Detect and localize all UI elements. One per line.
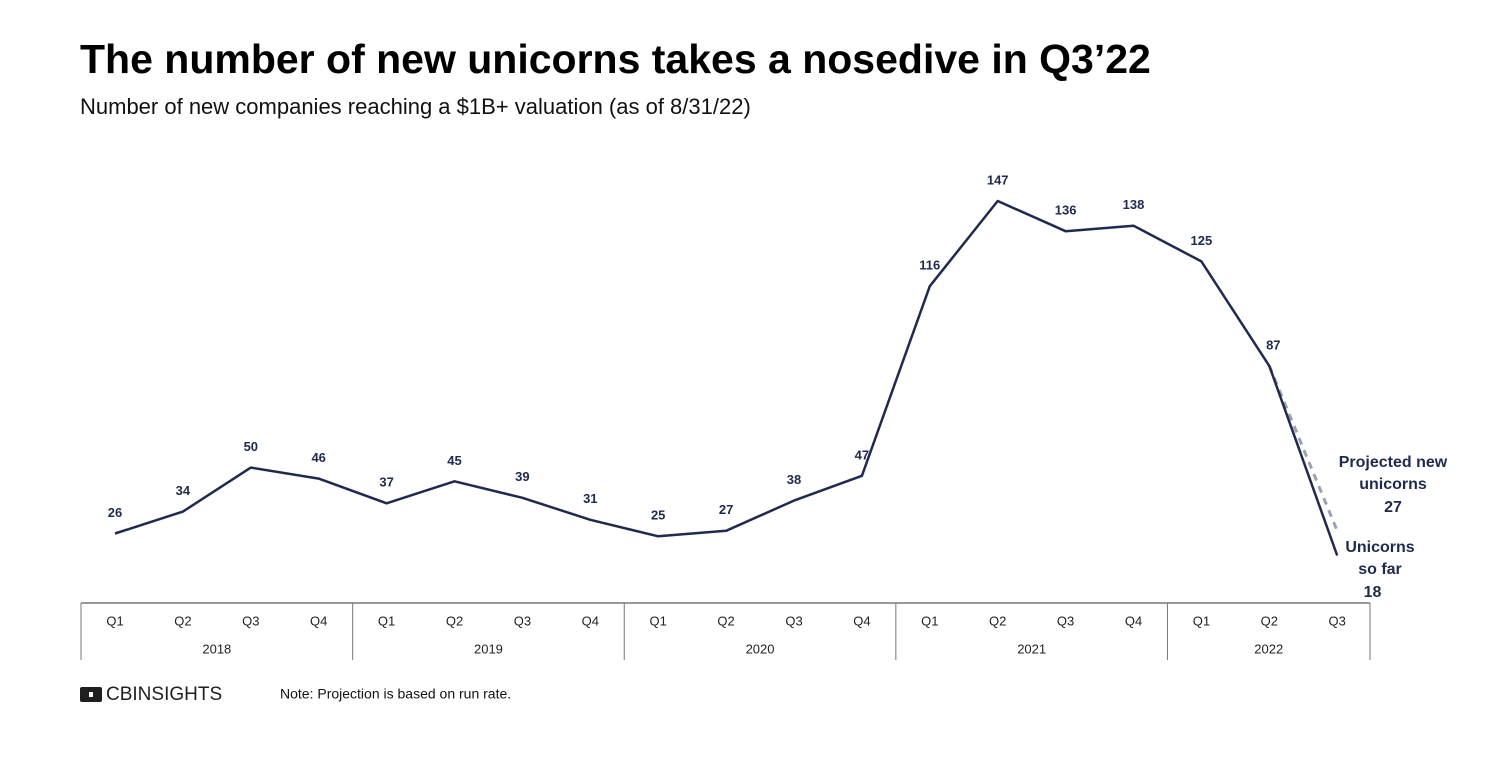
data-label: 47 (855, 447, 869, 462)
projected-name: Projected new unicorns (1338, 454, 1448, 493)
data-label: 25 (651, 508, 665, 523)
x-tick-label: Q2 (717, 613, 734, 628)
data-label: 46 (311, 450, 325, 465)
data-label: 34 (176, 483, 191, 498)
x-tick-label: Q1 (106, 613, 123, 628)
x-tick-label: Q2 (174, 613, 191, 628)
data-label: 39 (515, 469, 529, 484)
x-tick-label: Q3 (242, 613, 259, 628)
data-label: 125 (1191, 233, 1213, 248)
x-tick-label: Q1 (1193, 613, 1210, 628)
x-tick-label: Q4 (1125, 613, 1142, 628)
x-tick-label: Q2 (989, 613, 1006, 628)
x-tick-label: Q3 (785, 613, 802, 628)
x-tick-label: Q4 (582, 613, 599, 628)
x-tick-label: Q2 (446, 613, 463, 628)
data-label: 26 (108, 505, 122, 520)
data-label: 38 (787, 472, 801, 487)
x-tick-label: Q3 (1329, 613, 1346, 628)
x-tick-label: Q2 (1261, 613, 1278, 628)
x-group-label: 2022 (1254, 641, 1283, 656)
x-group-label: 2018 (202, 641, 231, 656)
data-label: 31 (583, 491, 597, 506)
note: Note: Projection is based on run rate. (280, 686, 511, 702)
logo-icon (80, 687, 102, 702)
x-tick-label: Q3 (514, 613, 531, 628)
data-label: 136 (1055, 203, 1077, 218)
data-label: 138 (1123, 197, 1145, 212)
chart-subtitle: Number of new companies reaching a $1B+ … (80, 94, 751, 119)
x-group-label: 2021 (1017, 641, 1046, 656)
x-group-label: 2020 (746, 641, 775, 656)
data-label: 45 (447, 453, 461, 468)
data-label: 37 (379, 475, 393, 490)
x-tick-label: Q3 (1057, 613, 1074, 628)
x-tick-label: Q1 (921, 613, 938, 628)
data-label: 116 (919, 258, 940, 273)
data-label: 50 (244, 439, 258, 454)
so-far-name: Unicorns so far (1345, 539, 1415, 578)
chart-title: The number of new unicorns takes a nosed… (80, 36, 1151, 82)
x-tick-label: Q4 (310, 613, 327, 628)
data-label: 87 (1266, 337, 1280, 352)
data-label: 147 (987, 172, 1009, 187)
x-tick-label: Q1 (378, 613, 395, 628)
x-tick-label: Q1 (650, 613, 667, 628)
projected-line (1267, 365, 1339, 532)
projected-value: 27 (1384, 499, 1402, 516)
data-label: 27 (719, 502, 733, 517)
x-tick-label: Q4 (853, 613, 870, 628)
logo-text: CBINSIGHTS (106, 684, 222, 705)
so-far-value: 18 (1363, 584, 1382, 601)
x-group-label: 2019 (474, 641, 503, 656)
series-line (114, 199, 1339, 556)
